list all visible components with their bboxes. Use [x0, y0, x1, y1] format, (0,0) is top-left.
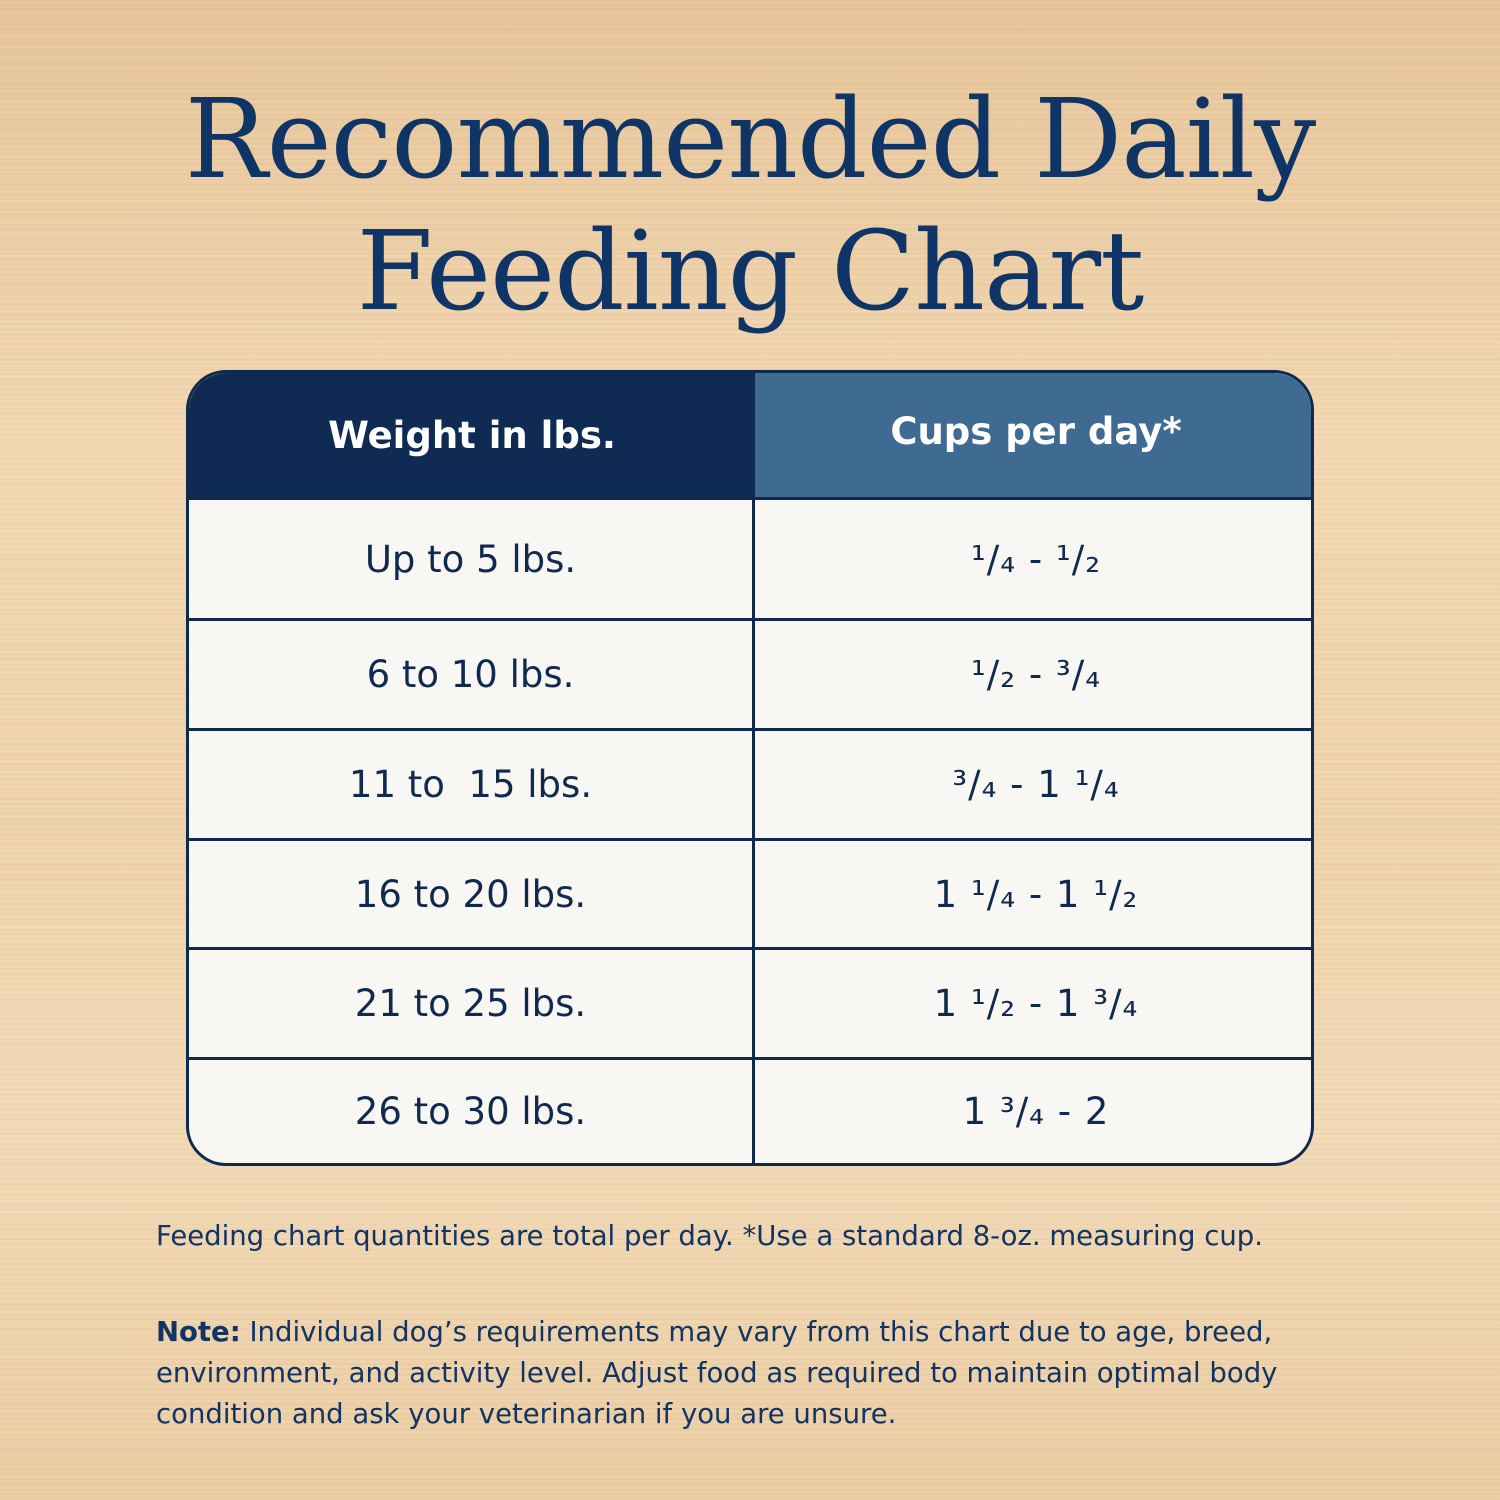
weight-cell: 6 to 10 lbs. — [189, 621, 755, 728]
header-cups: Cups per day* — [755, 373, 1311, 497]
header-weight-label: Weight in lbs. — [328, 413, 616, 457]
weight-cell: Up to 5 lbs. — [189, 500, 755, 618]
table-row: 11 to 15 lbs. ³/₄ - 1 ¹/₄ — [189, 728, 1311, 838]
cups-cell: 1 ¹/₂ - 1 ³/₄ — [933, 982, 1139, 1025]
feeding-table: Weight in lbs. Cups per day* Up to 5 lbs… — [186, 370, 1314, 1166]
table-row: 16 to 20 lbs. 1 ¹/₄ - 1 ¹/₂ — [189, 838, 1311, 947]
cups-cell: 1 ¹/₄ - 1 ¹/₂ — [933, 872, 1139, 916]
note-paragraph: Note: Individual dog’s requirements may … — [156, 1312, 1376, 1435]
footnote-text: Feeding chart quantities are total per d… — [156, 1220, 1263, 1252]
header-weight: Weight in lbs. — [189, 373, 755, 497]
cups-cell: ¹/₂ - ³/₄ — [970, 653, 1102, 696]
chart-title-line-1: Recommended Daily — [184, 75, 1316, 203]
cups-cell: 1 ³/₄ - 2 — [962, 1090, 1110, 1133]
table-row: 6 to 10 lbs. ¹/₂ - ³/₄ — [189, 618, 1311, 728]
weight-cell: 21 to 25 lbs. — [189, 950, 755, 1057]
table-row: 26 to 30 lbs. 1 ³/₄ - 2 — [189, 1057, 1311, 1163]
chart-title-line-2: Feeding Chart — [356, 207, 1145, 335]
note-text: Individual dog’s requirements may vary f… — [156, 1316, 1278, 1430]
weight-cell: 26 to 30 lbs. — [189, 1060, 755, 1163]
cups-cell: ³/₄ - 1 ¹/₄ — [952, 763, 1120, 806]
table-row: 21 to 25 lbs. 1 ¹/₂ - 1 ³/₄ — [189, 947, 1311, 1057]
note-label: Note: — [156, 1316, 241, 1348]
header-cups-label: Cups per day* — [890, 409, 1182, 453]
weight-cell: 11 to 15 lbs. — [189, 731, 755, 838]
weight-cell: 16 to 20 lbs. — [189, 841, 755, 947]
table-row: Up to 5 lbs. ¹/₄ - ¹/₂ — [189, 497, 1311, 618]
cups-cell: ¹/₄ - ¹/₂ — [970, 537, 1102, 581]
